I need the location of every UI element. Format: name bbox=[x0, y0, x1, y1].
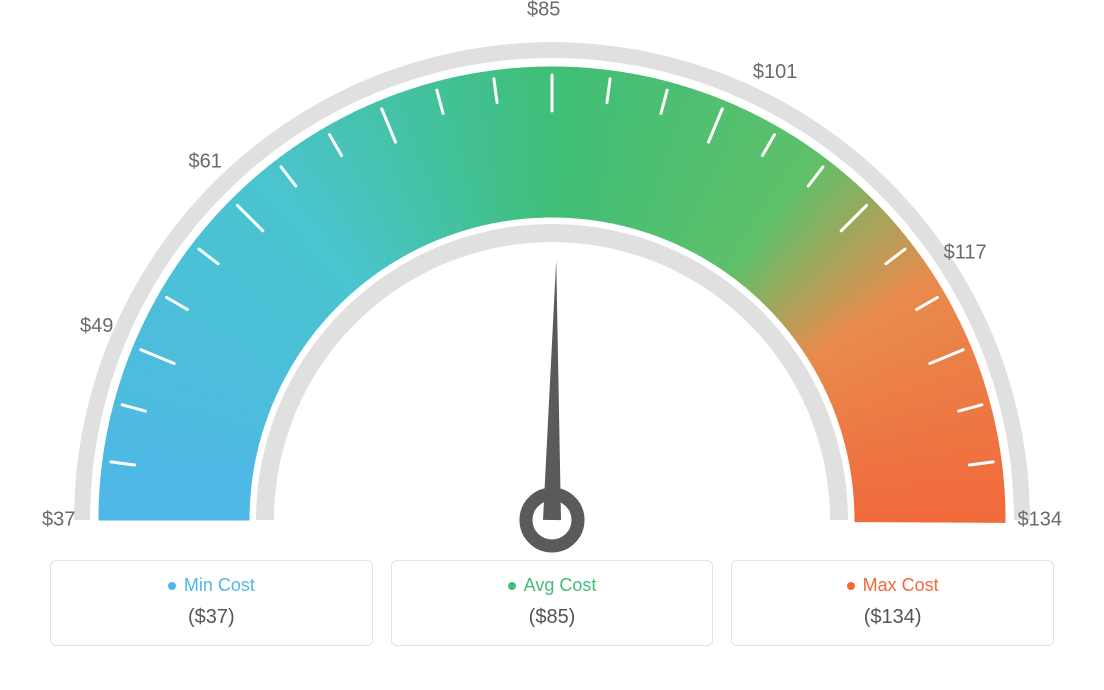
legend-title-min: Min Cost bbox=[168, 575, 255, 596]
gauge-chart: $37 $49 $61 $85 $101 $117 $134 bbox=[0, 0, 1104, 560]
legend-value-avg: ($85) bbox=[402, 606, 703, 629]
legend-card-avg: Avg Cost ($85) bbox=[391, 560, 714, 646]
legend-card-min: Min Cost ($37) bbox=[50, 560, 373, 646]
gauge-tick-label: $134 bbox=[1018, 508, 1063, 530]
gauge-tick-label: $101 bbox=[753, 61, 798, 83]
legend-title-max: Max Cost bbox=[847, 575, 939, 596]
gauge-svg: $37 $49 $61 $85 $101 $117 $134 bbox=[0, 0, 1104, 560]
legend-row: Min Cost ($37) Avg Cost ($85) Max Cost (… bbox=[0, 560, 1104, 646]
gauge-tick-label: $61 bbox=[188, 151, 221, 173]
legend-card-max: Max Cost ($134) bbox=[731, 560, 1054, 646]
gauge-tick-label: $37 bbox=[42, 508, 75, 530]
gauge-tick-label: $49 bbox=[80, 315, 113, 337]
gauge-tick-label: $117 bbox=[944, 241, 987, 263]
legend-value-max: ($134) bbox=[742, 606, 1043, 629]
legend-value-min: ($37) bbox=[61, 606, 362, 629]
legend-title-avg: Avg Cost bbox=[508, 575, 597, 596]
gauge-tick-label: $85 bbox=[527, 0, 560, 20]
gauge-needle bbox=[543, 260, 561, 520]
